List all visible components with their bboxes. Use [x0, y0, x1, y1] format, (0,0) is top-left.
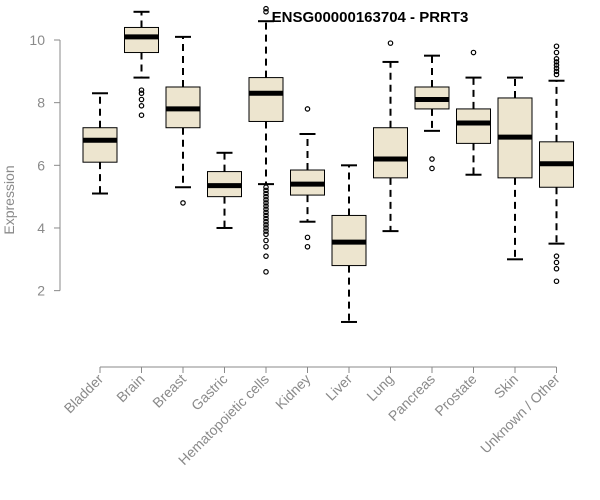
outlier-point [263, 193, 269, 200]
outlier-point [263, 187, 269, 194]
x-tick-label: Unknown / Other [477, 371, 563, 457]
outlier-point [553, 65, 560, 71]
outlier-point [263, 243, 269, 250]
chart-title: ENSG00000163704 - PRRT3 [272, 9, 469, 26]
outlier-point [263, 206, 269, 212]
box-skin [497, 76, 533, 261]
outlier-point [553, 253, 560, 259]
outlier-point [263, 253, 269, 259]
outlier-point [263, 209, 269, 216]
boxes-group [82, 5, 574, 323]
box-pancreas [414, 54, 450, 172]
outlier-point [180, 200, 186, 206]
outlier-point [263, 215, 269, 222]
outlier-point [553, 43, 560, 50]
outlier-point [553, 68, 560, 75]
box-brain [124, 10, 159, 118]
outlier-point [263, 196, 269, 203]
x-tick-label: Skin [491, 371, 522, 402]
outlier-point [263, 184, 269, 191]
outlier-point [304, 234, 311, 241]
outlier-point [263, 225, 269, 231]
outlier-point [263, 9, 269, 15]
outlier-point [553, 59, 560, 65]
x-tick-label: Brain [113, 371, 147, 405]
outlier-point [304, 243, 311, 250]
x-tick-label: Prostate [431, 371, 479, 419]
box-kidney [290, 106, 325, 250]
y-tick-label: 8 [37, 95, 45, 111]
outlier-point [263, 231, 269, 238]
outlier-point [138, 90, 145, 97]
outlier-point [263, 212, 269, 219]
box-bladder [82, 92, 118, 195]
outlier-point [138, 96, 145, 103]
y-axis-label: Expression [1, 165, 17, 234]
x-tick-label: Liver [322, 371, 355, 404]
outlier-point [263, 237, 269, 244]
iqr-box [248, 77, 284, 122]
outlier-point [387, 40, 394, 46]
box-unknown-other [539, 43, 574, 285]
outlier-point [263, 269, 269, 275]
box-hematopoietic-cells [248, 5, 284, 275]
outlier-point [553, 265, 560, 272]
outlier-point [263, 222, 269, 228]
outlier-point [470, 49, 477, 56]
outlier-point [263, 228, 269, 234]
box-liver [331, 164, 367, 323]
outlier-point [553, 62, 560, 68]
outlier-point [553, 55, 560, 62]
box-prostate [456, 49, 491, 176]
iqr-box [124, 26, 159, 54]
outlier-point [553, 259, 560, 266]
x-tick-label: Bladder [61, 371, 107, 417]
outlier-point [553, 71, 560, 78]
x-tick-label: Breast [149, 371, 189, 411]
outlier-point [263, 200, 269, 206]
y-tick-label: 2 [37, 283, 45, 299]
iqr-box [373, 127, 408, 179]
outlier-point [138, 102, 145, 109]
outlier-point [138, 87, 145, 93]
y-tick-label: 10 [29, 32, 45, 48]
outlier-point [304, 106, 311, 112]
box-breast [165, 35, 201, 206]
outlier-point [429, 156, 435, 162]
outlier-point [553, 49, 560, 56]
box-lung [373, 40, 408, 233]
y-tick-label: 6 [37, 157, 45, 173]
outlier-point [263, 5, 269, 12]
outlier-point [263, 218, 269, 225]
iqr-box [456, 108, 491, 144]
outlier-point [138, 112, 145, 118]
x-tick-label: Kidney [272, 371, 314, 413]
y-axis: 2 4 6 8 10 [29, 32, 61, 299]
x-tick-label: Lung [363, 371, 396, 404]
outlier-point [263, 203, 269, 209]
outlier-point [553, 278, 560, 285]
box-gastric [207, 151, 242, 229]
y-tick-label: 4 [37, 220, 45, 236]
outlier-point [263, 190, 269, 197]
iqr-box [82, 127, 118, 163]
outlier-point [429, 165, 435, 172]
